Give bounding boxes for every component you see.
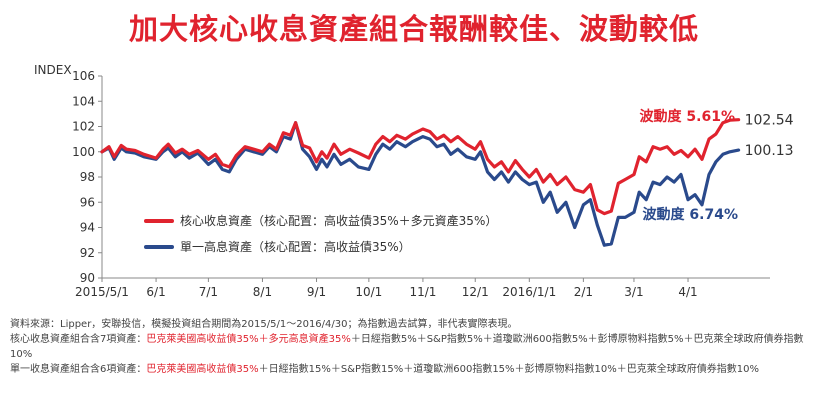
note-highlight: 巴克萊美國高收益債35%＋多元高息資產35%: [146, 334, 351, 345]
x-tick-label: 11/1: [409, 285, 436, 299]
series-line-core: [100, 118, 741, 216]
x-tick-label: 2015/5/1: [75, 285, 129, 299]
x-tick-label: 3/1: [624, 285, 643, 299]
single-composition-note: 單一收息資產組合含6項資產：巴克萊美國高收益債35%＋日經指數15%＋S&P指數…: [10, 362, 822, 377]
y-tick-label: 102: [72, 120, 95, 134]
x-tick-label: 8/1: [253, 285, 272, 299]
core-composition-note: 核心收息資產組合含7項資產：巴克萊美國高收益債35%＋多元高息資產35%＋日經指…: [10, 332, 822, 362]
note-highlight: 巴克萊美國高收益債35%: [146, 364, 259, 375]
source-notes: 資料來源：Lipper，安聯投信，模擬投資組合期間為2015/5/1～2016/…: [10, 317, 822, 377]
end-value-label-core: 102.54: [745, 113, 794, 129]
x-tick-label: 4/1: [678, 285, 697, 299]
x-tick-label: 10/1: [355, 285, 382, 299]
series-line-single: [100, 121, 741, 247]
note-prefix: 核心收息資產組合含7項資產：: [10, 334, 147, 345]
legend-label-core: 核心收息資產（核心配置：高收益債35%＋多元資產35%）: [180, 213, 497, 228]
note-prefix: 單一收息資產組合含6項資產：: [10, 364, 147, 375]
volatility-label-single: 波動度 6.74%: [643, 206, 738, 223]
end-value-label-single: 100.13: [745, 143, 794, 159]
x-tick-label: 12/1: [462, 285, 489, 299]
series-layer: [100, 118, 741, 247]
y-tick-label: 94: [80, 221, 95, 235]
x-tick-label: 6/1: [146, 285, 165, 299]
note-suffix: ＋日經指數15%＋S&P指數15%＋道瓊歐洲600指數15%＋彭博原物料指數10…: [258, 364, 760, 375]
y-tick-label: 98: [80, 170, 95, 184]
x-tick-label: 9/1: [307, 285, 326, 299]
x-tick-label: 7/1: [199, 285, 218, 299]
y-tick-label: 104: [72, 94, 95, 108]
y-tick-label: 96: [80, 195, 95, 209]
x-tick-label: 2/1: [574, 285, 593, 299]
y-tick-label: 92: [80, 246, 95, 260]
note-suffix: ＋日經指數5%＋S&P指數5%＋道瓊歐洲600指數5%＋彭博原物料指數5%＋巴克…: [10, 334, 804, 360]
y-tick-label: 106: [72, 69, 95, 83]
y-tick-label: 90: [80, 271, 95, 285]
chart-title: 加大核心收息資產組合報酬較佳、波動較低: [128, 12, 699, 46]
source-note-line: 資料來源：Lipper，安聯投信，模擬投資組合期間為2015/5/1～2016/…: [10, 319, 518, 330]
label-layer: 102.54 波動度 5.61% 100.13 波動度 6.74%: [640, 108, 794, 223]
volatility-label-core: 波動度 5.61%: [640, 108, 735, 125]
x-tick-label: 2016/1/1: [502, 285, 556, 299]
legend-label-single: 單一高息資產（核心配置：高收益債35%）: [180, 239, 411, 254]
y-tick-label: 100: [72, 145, 95, 159]
legend: 核心收息資產（核心配置：高收益債35%＋多元資產35%） 單一高息資產（核心配置：…: [144, 213, 497, 254]
y-axis-label: INDEX: [34, 63, 72, 77]
